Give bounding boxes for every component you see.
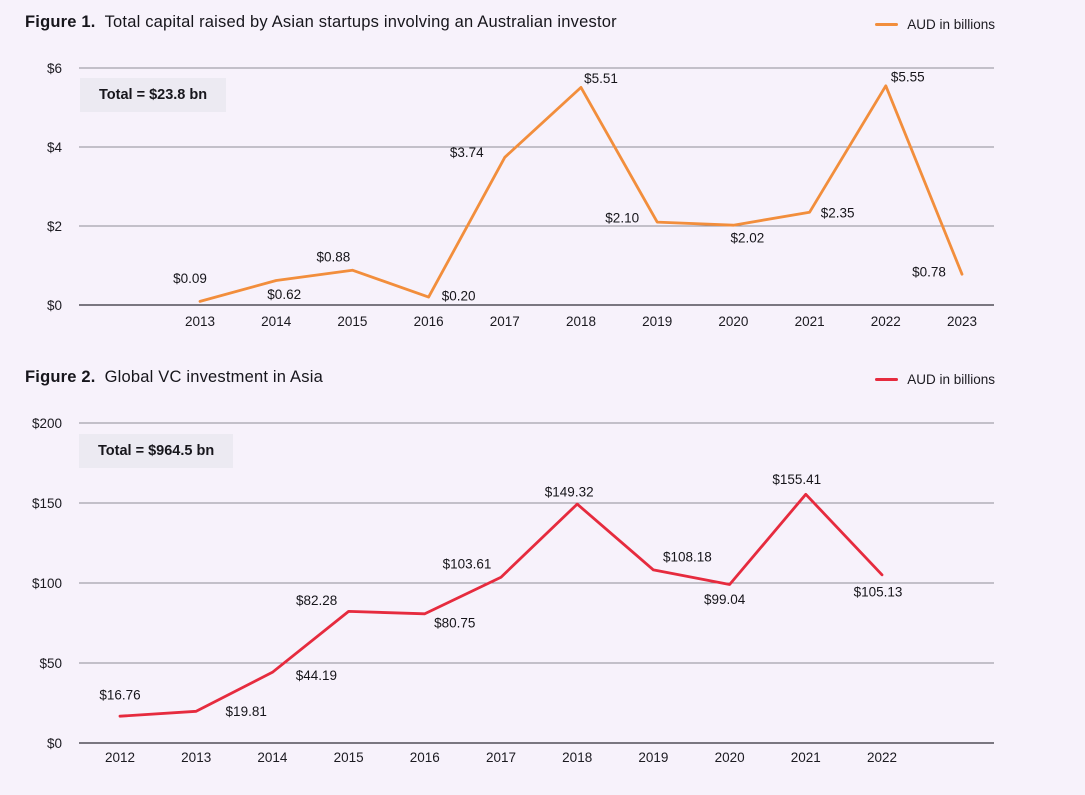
svg-text:2017: 2017 — [490, 314, 520, 329]
svg-text:$2.35: $2.35 — [821, 206, 855, 221]
figure2-legend-line-icon — [875, 377, 899, 382]
figure2-total-badge: Total = $964.5 bn — [79, 434, 234, 468]
svg-text:$0.09: $0.09 — [173, 271, 207, 286]
figure2-header: Figure 2. Global VC investment in Asia — [25, 368, 323, 387]
svg-text:2016: 2016 — [414, 314, 444, 329]
svg-text:$108.18: $108.18 — [663, 549, 712, 564]
svg-text:$2.02: $2.02 — [731, 231, 765, 246]
svg-text:2021: 2021 — [795, 314, 825, 329]
svg-text:2021: 2021 — [791, 750, 821, 765]
svg-text:$105.13: $105.13 — [854, 584, 903, 599]
svg-text:$2: $2 — [47, 219, 62, 234]
svg-text:$0.78: $0.78 — [912, 265, 946, 280]
svg-text:$44.19: $44.19 — [296, 668, 337, 683]
svg-text:2022: 2022 — [871, 314, 901, 329]
svg-text:$16.76: $16.76 — [99, 688, 140, 703]
svg-text:2014: 2014 — [257, 750, 288, 765]
svg-text:$200: $200 — [32, 416, 62, 431]
svg-text:2019: 2019 — [638, 750, 668, 765]
svg-text:$82.28: $82.28 — [296, 593, 337, 608]
svg-text:$99.04: $99.04 — [704, 592, 746, 607]
svg-text:2020: 2020 — [718, 314, 748, 329]
svg-text:2014: 2014 — [261, 314, 292, 329]
figure1-total-badge: Total = $23.8 bn — [80, 78, 227, 112]
figure2-legend: AUD in billions — [875, 372, 995, 387]
svg-text:$3.74: $3.74 — [450, 145, 484, 160]
svg-text:2017: 2017 — [486, 750, 516, 765]
svg-text:2015: 2015 — [334, 750, 364, 765]
svg-text:$150: $150 — [32, 496, 62, 511]
svg-text:$149.32: $149.32 — [545, 485, 594, 500]
svg-text:2020: 2020 — [715, 750, 745, 765]
svg-text:$0.88: $0.88 — [317, 250, 351, 265]
figure1-number: Figure 1. — [25, 13, 96, 31]
figure2-legend-label: AUD in billions — [907, 372, 995, 387]
figure2-number: Figure 2. — [25, 368, 96, 386]
figure2-title: Global VC investment in Asia — [104, 368, 323, 386]
svg-text:$6: $6 — [47, 61, 62, 76]
svg-text:$5.55: $5.55 — [891, 69, 925, 84]
svg-text:2022: 2022 — [867, 750, 897, 765]
figure1-legend-label: AUD in billions — [907, 17, 995, 32]
figure1-header: Figure 1. Total capital raised by Asian s… — [25, 13, 617, 32]
svg-text:2013: 2013 — [181, 750, 211, 765]
svg-text:2018: 2018 — [566, 314, 596, 329]
svg-text:$2.10: $2.10 — [605, 211, 639, 226]
svg-text:2018: 2018 — [562, 750, 592, 765]
svg-text:$100: $100 — [32, 576, 62, 591]
svg-text:$19.81: $19.81 — [226, 704, 267, 719]
svg-text:2023: 2023 — [947, 314, 977, 329]
svg-text:$155.41: $155.41 — [772, 472, 821, 487]
svg-text:2015: 2015 — [337, 314, 367, 329]
svg-text:2013: 2013 — [185, 314, 215, 329]
svg-text:2012: 2012 — [105, 750, 135, 765]
svg-text:$50: $50 — [39, 656, 62, 671]
svg-text:$103.61: $103.61 — [443, 557, 492, 572]
svg-text:$5.51: $5.51 — [584, 71, 618, 86]
svg-text:$0.20: $0.20 — [442, 289, 476, 304]
svg-text:$0.62: $0.62 — [267, 287, 301, 302]
svg-text:2019: 2019 — [642, 314, 672, 329]
figure1-legend: AUD in billions — [875, 17, 995, 32]
figure1-title: Total capital raised by Asian startups i… — [104, 13, 617, 31]
data-line — [198, 84, 964, 303]
svg-text:$0: $0 — [47, 736, 62, 751]
svg-text:$80.75: $80.75 — [434, 615, 475, 630]
svg-text:$0: $0 — [47, 298, 62, 313]
data-line — [118, 492, 884, 718]
figure1-legend-line-icon — [875, 22, 899, 27]
svg-text:2016: 2016 — [410, 750, 440, 765]
svg-text:$4: $4 — [47, 140, 63, 155]
